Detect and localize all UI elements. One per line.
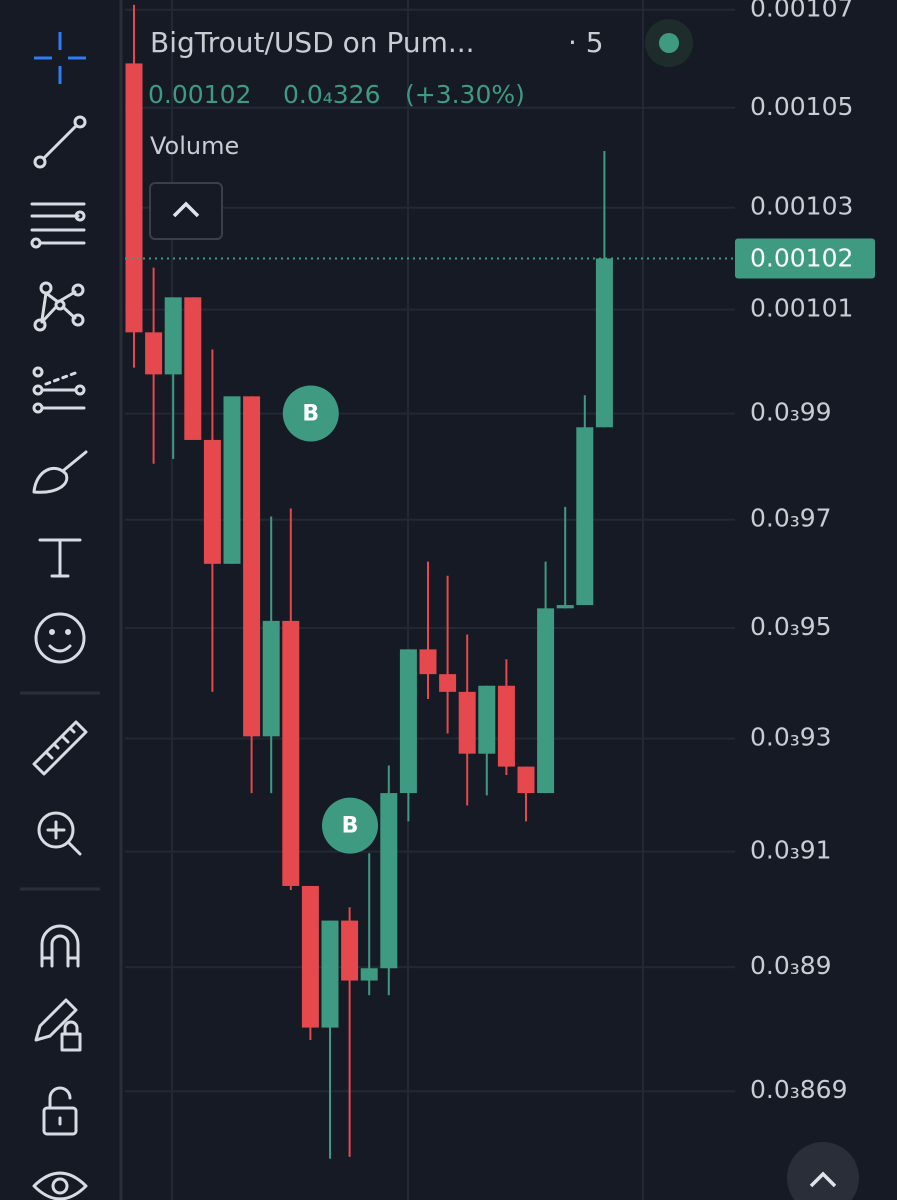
status-dot xyxy=(659,33,679,53)
candle-body xyxy=(164,297,182,375)
candle-body xyxy=(360,968,378,981)
last-price-tag-label: 0.00102 xyxy=(750,243,853,272)
y-tick-label: 0.0₃99 xyxy=(750,398,832,427)
trend-line-tool[interactable] xyxy=(33,115,87,169)
plot: BB xyxy=(125,4,735,1159)
visibility-tool[interactable] xyxy=(32,1171,88,1200)
scroll-button[interactable] xyxy=(787,1142,859,1200)
y-tick-label: 0.00103 xyxy=(750,192,853,221)
last-price: 0.00102 xyxy=(148,80,251,109)
candle-body xyxy=(282,620,300,886)
y-tick-label: 0.0₃97 xyxy=(750,504,832,533)
interval[interactable]: · 5 xyxy=(568,26,604,59)
zoom-tool[interactable] xyxy=(37,811,82,856)
buy-marker xyxy=(322,797,378,854)
buy-marker-label: B xyxy=(342,814,359,839)
candle-body xyxy=(576,427,594,606)
last-price-tag xyxy=(735,238,875,279)
ruler-tool[interactable] xyxy=(32,720,88,776)
magnet-tool[interactable] xyxy=(40,924,80,968)
candle-body xyxy=(223,396,241,564)
emoji-tool[interactable] xyxy=(34,612,86,664)
toolbar xyxy=(0,0,120,1200)
text-tool[interactable] xyxy=(38,538,82,578)
fib-tool[interactable] xyxy=(30,202,86,249)
candle-body xyxy=(125,63,143,333)
buy-marker xyxy=(282,385,339,442)
prediction-tool[interactable] xyxy=(32,366,86,414)
y-tick-label: 0.0₃93 xyxy=(750,723,832,752)
change-pct: (+3.30%) xyxy=(405,80,525,109)
symbol-title[interactable]: BigTrout/USD on Pum... xyxy=(150,26,475,59)
candle-body xyxy=(478,685,496,754)
candle-body xyxy=(497,685,515,767)
y-tick-label: 0.00101 xyxy=(750,294,853,323)
candle-body xyxy=(419,649,437,675)
candle-body xyxy=(439,674,457,692)
pattern-tool[interactable] xyxy=(33,281,85,332)
candle-body xyxy=(380,793,398,969)
candle-body xyxy=(341,920,359,981)
candle-body xyxy=(203,439,221,564)
candle-body xyxy=(321,920,339,1028)
candle-body xyxy=(145,332,163,375)
crosshair-tool[interactable] xyxy=(34,32,86,84)
y-tick-label: 0.0₃91 xyxy=(750,836,832,865)
y-tick-label: 0.0₃869 xyxy=(750,1075,848,1104)
candle-body xyxy=(399,649,417,794)
y-tick-label: 0.00107 xyxy=(750,0,853,23)
collapse-button[interactable] xyxy=(149,182,223,240)
price-axis: 0.00107 0.00105 0.00103 0.00101 0.0₃99 0.0₃97… xyxy=(735,0,875,1104)
y-tick-label: 0.0₃89 xyxy=(750,951,832,980)
indicator-label: Volume xyxy=(150,132,239,160)
candle-body xyxy=(301,885,319,1028)
y-tick-label: 0.00105 xyxy=(750,92,853,121)
lock-drawing-tool[interactable] xyxy=(34,998,82,1052)
change: 0.0₄326 xyxy=(283,80,381,109)
candle-body xyxy=(184,297,202,440)
lock-tool[interactable] xyxy=(42,1086,78,1136)
candle-body xyxy=(537,608,555,794)
y-tick-label: 0.0₃95 xyxy=(750,612,832,641)
candle-body xyxy=(262,620,280,737)
buy-marker-label: B xyxy=(302,401,319,426)
candle-body xyxy=(458,691,476,754)
scroll-icon xyxy=(809,1171,837,1188)
candle-body xyxy=(243,396,261,737)
candle-body xyxy=(595,258,613,428)
candle-body xyxy=(517,766,535,794)
collapse-icon xyxy=(172,201,200,218)
brush-tool[interactable] xyxy=(32,450,88,494)
candle-body xyxy=(556,605,574,609)
